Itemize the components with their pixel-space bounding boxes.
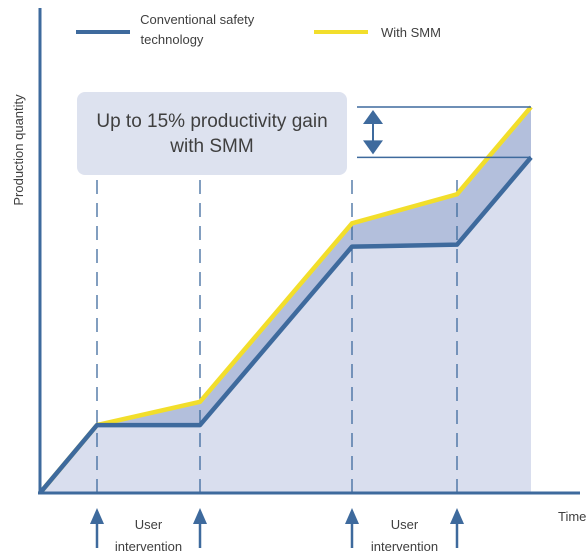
intervention-label-1: User intervention: [115, 517, 182, 552]
gain-arrow-up-icon: [363, 109, 383, 124]
intervention-labels: User intervention User intervention: [115, 517, 438, 552]
x-axis-label: Time: [558, 509, 586, 524]
intervention-dash-layer: [96, 180, 458, 493]
y-axis-label: Production quantity: [11, 94, 26, 206]
intervention-arrow-icon-1: [90, 508, 104, 524]
legend-label-smm: With SMM: [381, 25, 441, 40]
series-layer: [38, 105, 533, 495]
legend-label-conventional: Conventional safety technology: [140, 12, 258, 47]
intervention-arrow-icon-4: [450, 508, 464, 524]
gain-arrow-down-icon: [363, 140, 383, 155]
intervention-arrow-icon-2: [193, 508, 207, 524]
intervention-arrow-layer: [90, 508, 464, 548]
intervention-label-3: User intervention: [371, 517, 438, 552]
callout-line-2: with SMM: [170, 135, 254, 157]
productivity-gain-callout: Up to 15% productivity gain with SMM: [77, 92, 347, 175]
intervention-arrow-icon-3: [345, 508, 359, 524]
gain-marker: [357, 106, 531, 159]
axis-layer: [38, 8, 580, 495]
legend: Conventional safety technology With SMM: [76, 12, 441, 47]
callout-line-1: Up to 15% productivity gain: [96, 110, 328, 132]
series-line-conventional: [38, 155, 533, 495]
